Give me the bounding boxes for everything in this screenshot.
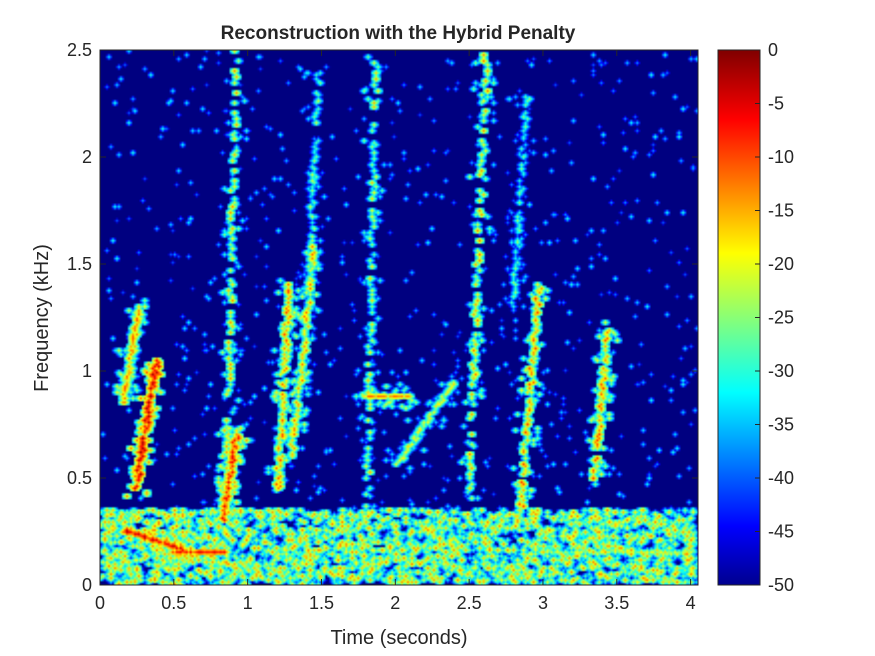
colorbar-tick-label: -25 bbox=[768, 308, 794, 328]
x-tick-label: 2 bbox=[390, 593, 400, 613]
y-tick-label: 0 bbox=[82, 575, 92, 595]
colorbar-tick-label: -20 bbox=[768, 254, 794, 274]
x-tick-label: 4 bbox=[686, 593, 696, 613]
chart-title: Reconstruction with the Hybrid Penalty bbox=[221, 23, 576, 44]
colorbar-tick-label: -50 bbox=[768, 575, 794, 595]
colorbar-tick-label: -10 bbox=[768, 147, 794, 167]
plot-area bbox=[100, 50, 698, 585]
colorbar-tick-label: -35 bbox=[768, 415, 794, 435]
x-tick-label: 3 bbox=[538, 593, 548, 613]
colorbar-tick-label: -40 bbox=[768, 468, 794, 488]
y-tick-label: 2 bbox=[82, 147, 92, 167]
x-tick-label: 2.5 bbox=[457, 593, 482, 613]
colorbar-tick-label: -30 bbox=[768, 361, 794, 381]
colorbar-gradient bbox=[718, 50, 760, 585]
y-tick-label: 0.5 bbox=[67, 468, 92, 488]
colorbar-ticks: 0 -5 -10 -15 -20 -25 -30 -35 -40 -45 -50 bbox=[755, 40, 794, 595]
x-tick-label: 1 bbox=[243, 593, 253, 613]
colorbar-tick-label: 0 bbox=[768, 40, 778, 60]
x-axis-label: Time (seconds) bbox=[330, 627, 467, 649]
y-tick-label: 1 bbox=[82, 361, 92, 381]
colorbar: 0 -5 -10 -15 -20 -25 -30 -35 -40 -45 -50 bbox=[718, 40, 794, 595]
x-tick-label: 3.5 bbox=[604, 593, 629, 613]
colorbar-tick-label: -5 bbox=[768, 94, 784, 114]
x-tick-label: 0.5 bbox=[161, 593, 186, 613]
y-axis-label: Frequency (kHz) bbox=[31, 244, 53, 392]
x-tick-label: 0 bbox=[95, 593, 105, 613]
colorbar-tick-label: -15 bbox=[768, 201, 794, 221]
x-tick-label: 1.5 bbox=[309, 593, 334, 613]
y-tick-label: 2.5 bbox=[67, 40, 92, 60]
colorbar-tick-label: -45 bbox=[768, 522, 794, 542]
spectrogram-heatmap bbox=[100, 50, 698, 585]
y-tick-label: 1.5 bbox=[67, 254, 92, 274]
